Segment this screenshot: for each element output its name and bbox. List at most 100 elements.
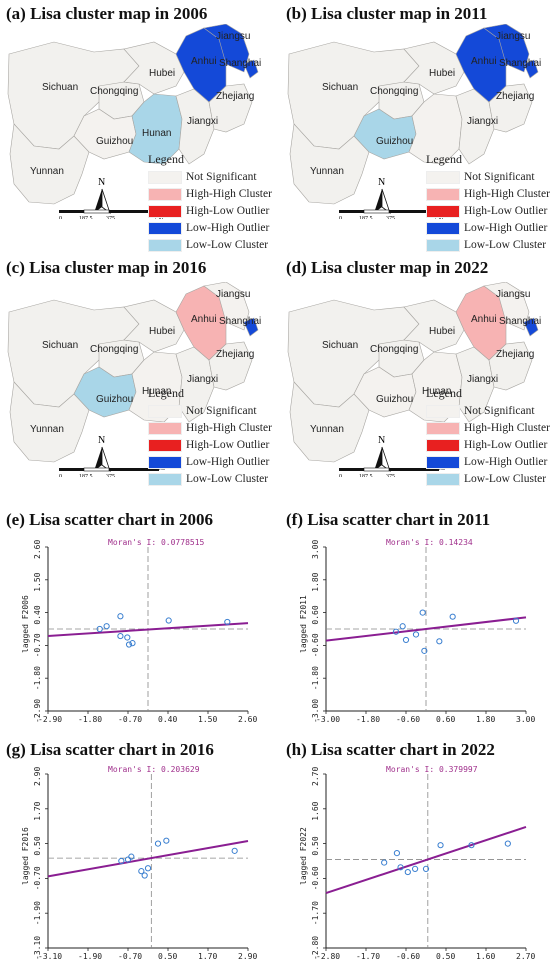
data-point: [437, 842, 444, 849]
province-hubei: [123, 299, 185, 353]
legend-item: Not Significant: [148, 403, 273, 419]
legend-swatch: [426, 404, 460, 418]
label-chongqing: Chongqing: [370, 86, 418, 97]
legend-item: High-Low Outlier: [426, 203, 550, 219]
legend-swatch: [426, 472, 460, 486]
y-tick-label: 1.80: [311, 572, 320, 591]
legend-title: Legend: [148, 152, 184, 166]
north-label: N: [378, 177, 385, 188]
x-tick-label: -0.70: [118, 952, 142, 961]
label-shanghai: Shanghai: [219, 316, 261, 327]
label-sichuan: Sichuan: [42, 82, 78, 93]
y-tick-label: -1.80: [311, 666, 320, 690]
province-hubei: [403, 41, 465, 95]
x-tick-label: 1.80: [476, 715, 495, 724]
north-arrow-icon: N: [374, 177, 391, 215]
label-jiangsu: Jiangsu: [496, 289, 530, 300]
legend-label: Not Significant: [186, 405, 257, 417]
data-point: [421, 647, 428, 654]
regression-line: [47, 622, 249, 637]
province-hubei: [123, 41, 185, 95]
legend-item: Not Significant: [426, 403, 550, 419]
province-yunnan: [9, 123, 90, 205]
north-arrow-icon: N: [94, 435, 111, 473]
label-guizhou: Guizhou: [376, 394, 413, 405]
legend-item: Not Significant: [148, 169, 273, 185]
legend-label: Not Significant: [464, 171, 535, 183]
data-point: [144, 865, 152, 872]
data-point: [141, 872, 148, 879]
data-point: [129, 640, 136, 647]
morans-i-label: Moran's I: 0.379997: [386, 765, 478, 774]
y-tick-label: -1.90: [33, 901, 42, 925]
label-sichuan: Sichuan: [322, 82, 358, 93]
data-point: [231, 847, 238, 854]
y-tick-label: 1.60: [311, 801, 320, 820]
y-axis-label: lagged F2011: [299, 595, 308, 653]
x-tick-label: -3.10: [38, 952, 62, 961]
data-point: [422, 865, 430, 873]
province-hubei: [403, 299, 465, 353]
x-tick-label: 3.00: [516, 715, 535, 724]
legend-title: Legend: [426, 386, 462, 400]
label-hubei: Hubei: [149, 326, 175, 337]
label-jiangxi: Jiangxi: [187, 116, 218, 127]
y-tick-label: -2.90: [33, 699, 42, 723]
legend-label: Low-High Outlier: [464, 456, 548, 468]
x-tick-label: 1.60: [476, 952, 495, 961]
regression-line: [47, 839, 249, 878]
province-anhui: [175, 285, 227, 361]
province-shanghai: [243, 59, 259, 79]
label-hubei: Hubei: [429, 68, 455, 79]
legend-item: Low-Low Cluster: [426, 237, 550, 253]
data-point: [411, 865, 419, 873]
legend-label: Not Significant: [186, 171, 257, 183]
y-tick-label: 2.90: [33, 767, 42, 786]
label-yunnan: Yunnan: [310, 166, 344, 177]
svg-text:187.5: 187.5: [359, 216, 373, 219]
legend-label: High-High Cluster: [464, 188, 550, 200]
scatter-plot: -3.00 -1.80 -0.60 0.60 1.80 3.00 -3.00 -1.80 -0.…: [299, 538, 535, 724]
svg-text:187.5: 187.5: [79, 474, 93, 477]
legend-swatch: [148, 221, 182, 235]
label-hunan: Hunan: [142, 128, 171, 139]
y-tick-label: 2.60: [33, 540, 42, 559]
label-jiangxi: Jiangxi: [467, 116, 498, 127]
province-zhejiang: [208, 83, 253, 133]
x-tick-label: -1.80: [78, 715, 102, 724]
x-tick-label: 0.50: [158, 952, 177, 961]
regression-line: [325, 616, 527, 642]
legend-swatch: [148, 238, 182, 252]
label-shanghai: Shanghai: [499, 316, 541, 327]
legend-item: High-Low Outlier: [426, 437, 550, 453]
scatter-title: (h) Lisa scatter chart in 2022: [286, 740, 495, 759]
legend-swatch: [148, 455, 182, 469]
legend-label: Low-Low Cluster: [186, 473, 269, 485]
y-tick-label: 3.00: [311, 540, 320, 559]
legend-item: High-High Cluster: [426, 420, 550, 436]
y-tick-label: 0.50: [33, 836, 42, 855]
label-yunnan: Yunnan: [310, 424, 344, 435]
data-point: [96, 625, 103, 633]
label-anhui: Anhui: [471, 314, 497, 325]
legend-swatch: [148, 421, 182, 435]
data-point: [436, 638, 443, 645]
legend-swatch: [148, 404, 182, 418]
y-axis-label: lagged F2016: [21, 827, 30, 885]
label-chongqing: Chongqing: [90, 344, 138, 355]
svg-text:0: 0: [59, 474, 62, 477]
label-hubei: Hubei: [429, 326, 455, 337]
svg-text:0: 0: [339, 216, 342, 219]
map-legend: Legend Not Significant High-High Cluster H…: [148, 152, 273, 254]
x-tick-label: 0.50: [436, 952, 455, 961]
x-tick-label: -0.60: [396, 715, 420, 724]
legend-label: Low-Low Cluster: [464, 473, 547, 485]
svg-text:Km: Km: [439, 466, 446, 471]
legend-label: High-Low Outlier: [186, 205, 270, 217]
legend-item: Low-Low Cluster: [148, 471, 273, 487]
y-tick-label: -1.70: [311, 901, 320, 925]
map-legend: Legend Not Significant High-High Cluster H…: [426, 152, 550, 254]
province-zhejiang: [488, 341, 533, 391]
legend-label: High-High Cluster: [464, 422, 550, 434]
label-guizhou: Guizhou: [96, 136, 133, 147]
